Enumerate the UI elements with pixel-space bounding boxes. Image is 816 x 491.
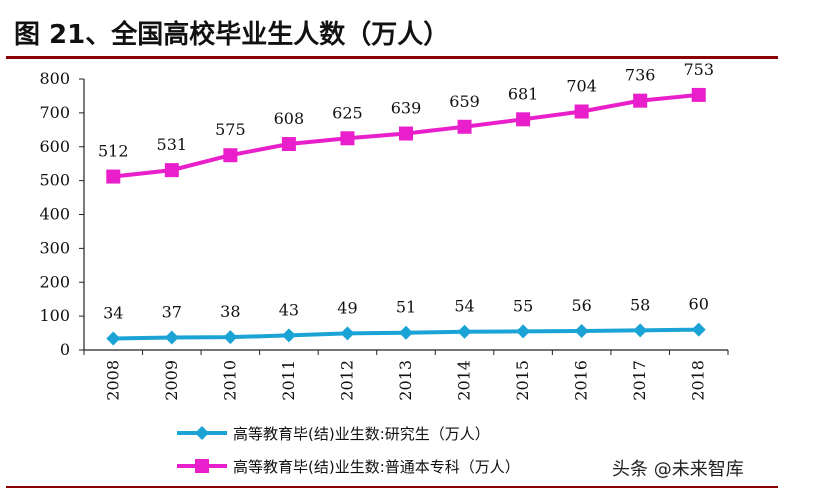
y-tick-label: 400 [39, 205, 70, 224]
data-label: 531 [157, 135, 188, 154]
data-point-diamond [574, 324, 589, 339]
title-divider [6, 56, 778, 59]
legend: 高等教育毕(结)业生数:研究生（万人） 高等教育毕(结)业生数:普通本专科（万人） [177, 425, 520, 476]
data-point-square [106, 169, 121, 184]
data-point-diamond [633, 323, 648, 338]
y-tick-label: 700 [39, 103, 70, 122]
data-label: 37 [162, 302, 182, 321]
data-label: 625 [332, 103, 363, 122]
series-layer [106, 87, 706, 346]
x-tick-label: 2011 [279, 360, 298, 401]
data-label: 659 [449, 92, 480, 111]
legend-label: 高等教育毕(结)业生数:普通本专科（万人） [233, 458, 520, 476]
data-label: 60 [689, 295, 709, 314]
data-label: 38 [220, 302, 240, 321]
chart-title: 图 21、全国高校毕业生人数（万人） [14, 20, 450, 50]
y-tick-labels: 0 100 200 300 400 500 600 700 800 [39, 69, 70, 359]
data-label: 608 [274, 109, 305, 128]
data-point-square [691, 87, 706, 102]
data-label: 51 [396, 298, 416, 317]
data-point-diamond [106, 331, 121, 346]
x-tick-label: 2015 [513, 360, 532, 401]
data-point-diamond [164, 330, 179, 345]
data-point-diamond [223, 330, 238, 345]
data-label: 49 [337, 298, 357, 317]
data-point-diamond [691, 322, 706, 337]
data-label: 56 [571, 296, 591, 315]
data-label: 639 [391, 99, 422, 118]
y-tick-label: 800 [39, 69, 70, 88]
y-tick-label: 600 [39, 137, 70, 156]
legend-label: 高等教育毕(结)业生数:研究生（万人） [233, 425, 490, 443]
y-tick-label: 300 [39, 238, 70, 257]
data-label: 34 [103, 303, 123, 322]
data-point-diamond [340, 326, 355, 341]
data-label: 55 [513, 296, 533, 315]
data-label: 58 [630, 295, 650, 314]
data-point-square [399, 126, 413, 141]
legend-marker-diamond [195, 426, 209, 440]
x-tick-label: 2016 [572, 360, 591, 401]
y-tick-label: 200 [39, 272, 70, 291]
legend-marker-square [195, 459, 209, 473]
data-point-square [516, 112, 531, 127]
x-tick-label: 2010 [220, 360, 239, 401]
data-label: 704 [566, 77, 597, 96]
x-tick-label: 2018 [689, 360, 708, 401]
data-label: 575 [215, 120, 246, 139]
data-point-diamond [281, 328, 296, 343]
data-point-square [223, 148, 238, 163]
x-tick-labels: 2008 2009 2010 2011 2012 2013 2014 2015 2016 2017… [103, 360, 707, 401]
watermark: 头条 @未来智库 [612, 459, 744, 480]
data-point-square [340, 131, 355, 146]
data-label: 736 [625, 66, 656, 85]
data-label: 753 [683, 60, 714, 79]
data-point-square [164, 163, 179, 178]
x-tick-label: 2017 [630, 360, 649, 401]
y-tick-label: 0 [60, 340, 70, 359]
data-label: 512 [98, 142, 129, 161]
x-tick-label: 2009 [162, 360, 181, 401]
data-point-diamond [457, 324, 472, 339]
axes [79, 78, 729, 355]
data-point-diamond [399, 325, 413, 340]
x-tick-label: 2014 [455, 360, 474, 401]
data-labels: 34 37 38 43 49 51 54 55 56 58 60 512 531 575 608 625 639… [98, 60, 714, 323]
data-point-square [457, 119, 472, 134]
data-point-square [281, 137, 296, 152]
data-label: 54 [454, 297, 474, 316]
data-point-diamond [516, 324, 531, 339]
x-tick-label: 2012 [337, 360, 356, 401]
data-label: 43 [279, 300, 299, 319]
x-tick-label: 2013 [396, 360, 415, 401]
x-tick-label: 2008 [103, 360, 122, 401]
data-point-square [633, 93, 648, 108]
data-label: 681 [508, 84, 539, 103]
y-tick-label: 500 [39, 171, 70, 190]
bottom-divider [6, 486, 778, 488]
y-tick-label: 100 [39, 306, 70, 325]
data-point-square [574, 104, 589, 119]
